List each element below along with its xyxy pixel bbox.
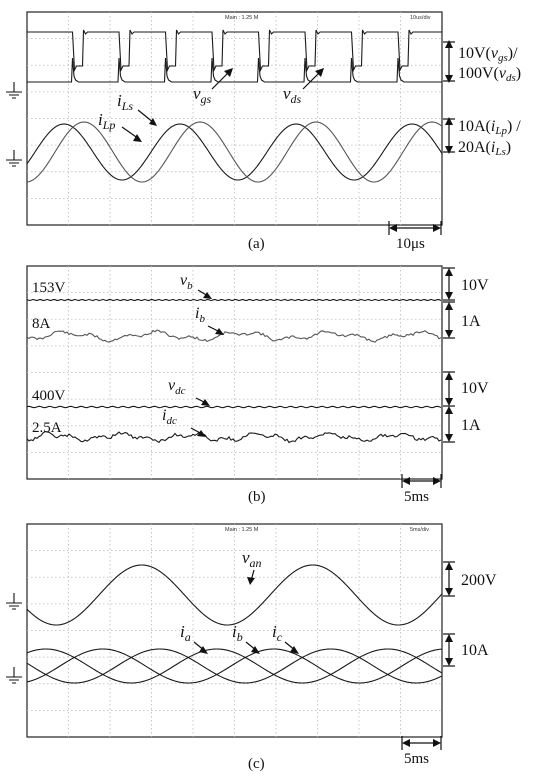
panel-a-header-right: 10us/div [410, 15, 431, 21]
panel-b: 153V 8A 400V 2.5A vb ib vdc idc 10V 1A [26, 265, 489, 505]
time-scale-b [401, 474, 442, 488]
panel-b-label: (b) [248, 489, 266, 505]
label-idc: idc [162, 407, 177, 427]
scale-bracket-vdc [443, 371, 455, 407]
trace-iLp [26, 123, 443, 181]
trace-ic [26, 648, 443, 684]
time-scale-a-label: 10μs [396, 236, 425, 252]
label-ib-c: ib [232, 622, 243, 644]
panel-c-label: (c) [248, 756, 265, 772]
arrow-idc [190, 427, 206, 437]
time-scale-c-label: 5ms [404, 751, 429, 767]
ground-icon [6, 150, 22, 167]
scale-bracket-iabc [443, 633, 455, 667]
panel-a-grid [27, 12, 442, 225]
scale-label-current-line1: 10A(iLp) / [458, 118, 521, 137]
label-van: van [242, 548, 262, 570]
time-scale-b-label: 5ms [404, 489, 429, 505]
level-vdc: 400V [32, 388, 66, 404]
label-iLp: iLp [98, 110, 115, 132]
scale-label-voltage-line2: 100V(vds) [458, 65, 521, 84]
arrow-ia [193, 641, 208, 654]
panel-a: Main : 1.25 M 10us/div vgs vds iLs iLp 1… [6, 11, 521, 252]
scale-vdc: 10V [461, 380, 489, 397]
arrow-vds [302, 68, 324, 90]
arrow-vb [197, 289, 212, 299]
label-vgs: vgs [193, 84, 212, 106]
panel-a-header-center: Main : 1.25 M [225, 15, 259, 21]
trace-vgs [27, 29, 442, 73]
trace-ia [26, 648, 443, 684]
scale-label-voltage-line1: 10V(vgs)/ [458, 45, 518, 64]
scale-bracket-current [443, 117, 455, 154]
trace-iLs [26, 121, 443, 183]
panel-b-grid [27, 266, 442, 479]
trace-van [26, 564, 443, 626]
label-iLs: iLs [117, 91, 133, 113]
label-vb: vb [180, 272, 193, 292]
arrow-ib [207, 325, 224, 335]
level-ib: 8A [32, 316, 51, 332]
scale-ib: 1A [461, 313, 481, 330]
scale-bracket-voltage [443, 40, 455, 83]
panel-c-header-right: 5ms/div [410, 527, 429, 533]
scale-bracket-van [443, 561, 455, 597]
arrow-iLs [137, 109, 157, 126]
scale-bracket-idc [443, 406, 455, 443]
panel-a-ground-markers [6, 82, 22, 167]
level-vb: 153V [32, 280, 66, 296]
panel-c-ground-markers [6, 593, 22, 684]
trace-vdc [26, 405, 442, 409]
arrow-ic [284, 641, 299, 654]
scale-iabc: 10A [461, 642, 489, 659]
panel-c: Main : 1.25 M 5ms/div van ia ib ic 200V … [6, 523, 497, 772]
arrow-vgs [211, 68, 233, 90]
label-ib-b: ib [195, 305, 205, 325]
scale-bracket-vb [443, 267, 455, 301]
ground-icon [6, 667, 22, 684]
trace-ib [26, 648, 443, 684]
label-vds: vds [283, 84, 302, 106]
label-ia: ia [180, 622, 191, 644]
panel-c-header-center: Main : 1.25 M [225, 527, 259, 533]
scale-idc: 1A [461, 417, 481, 434]
panel-c-grid [27, 524, 442, 737]
trace-vds [27, 57, 442, 83]
panel-c-traces [26, 564, 443, 684]
scale-bracket-ib [443, 301, 455, 339]
arrow-ib-c [245, 641, 260, 654]
label-ic: ic [272, 622, 283, 644]
trace-idc [26, 431, 442, 444]
panel-b-traces [26, 298, 442, 444]
arrow-van [247, 569, 255, 585]
scale-label-current-line2: 20A(iLs) [458, 139, 511, 158]
trace-vb [26, 298, 442, 302]
level-idc: 2.5A [32, 420, 62, 436]
time-scale-c [401, 736, 442, 750]
scale-van: 200V [461, 572, 497, 589]
trace-ib [26, 329, 442, 343]
ground-icon [6, 593, 22, 610]
ground-icon [6, 82, 22, 99]
scale-vb: 10V [461, 277, 489, 294]
arrow-vdc [195, 397, 210, 406]
arrow-iLp [121, 126, 142, 142]
panel-a-label: (a) [248, 236, 265, 252]
label-vdc: vdc [168, 377, 186, 397]
panel-a-traces [26, 29, 443, 183]
time-scale-a [388, 221, 442, 235]
